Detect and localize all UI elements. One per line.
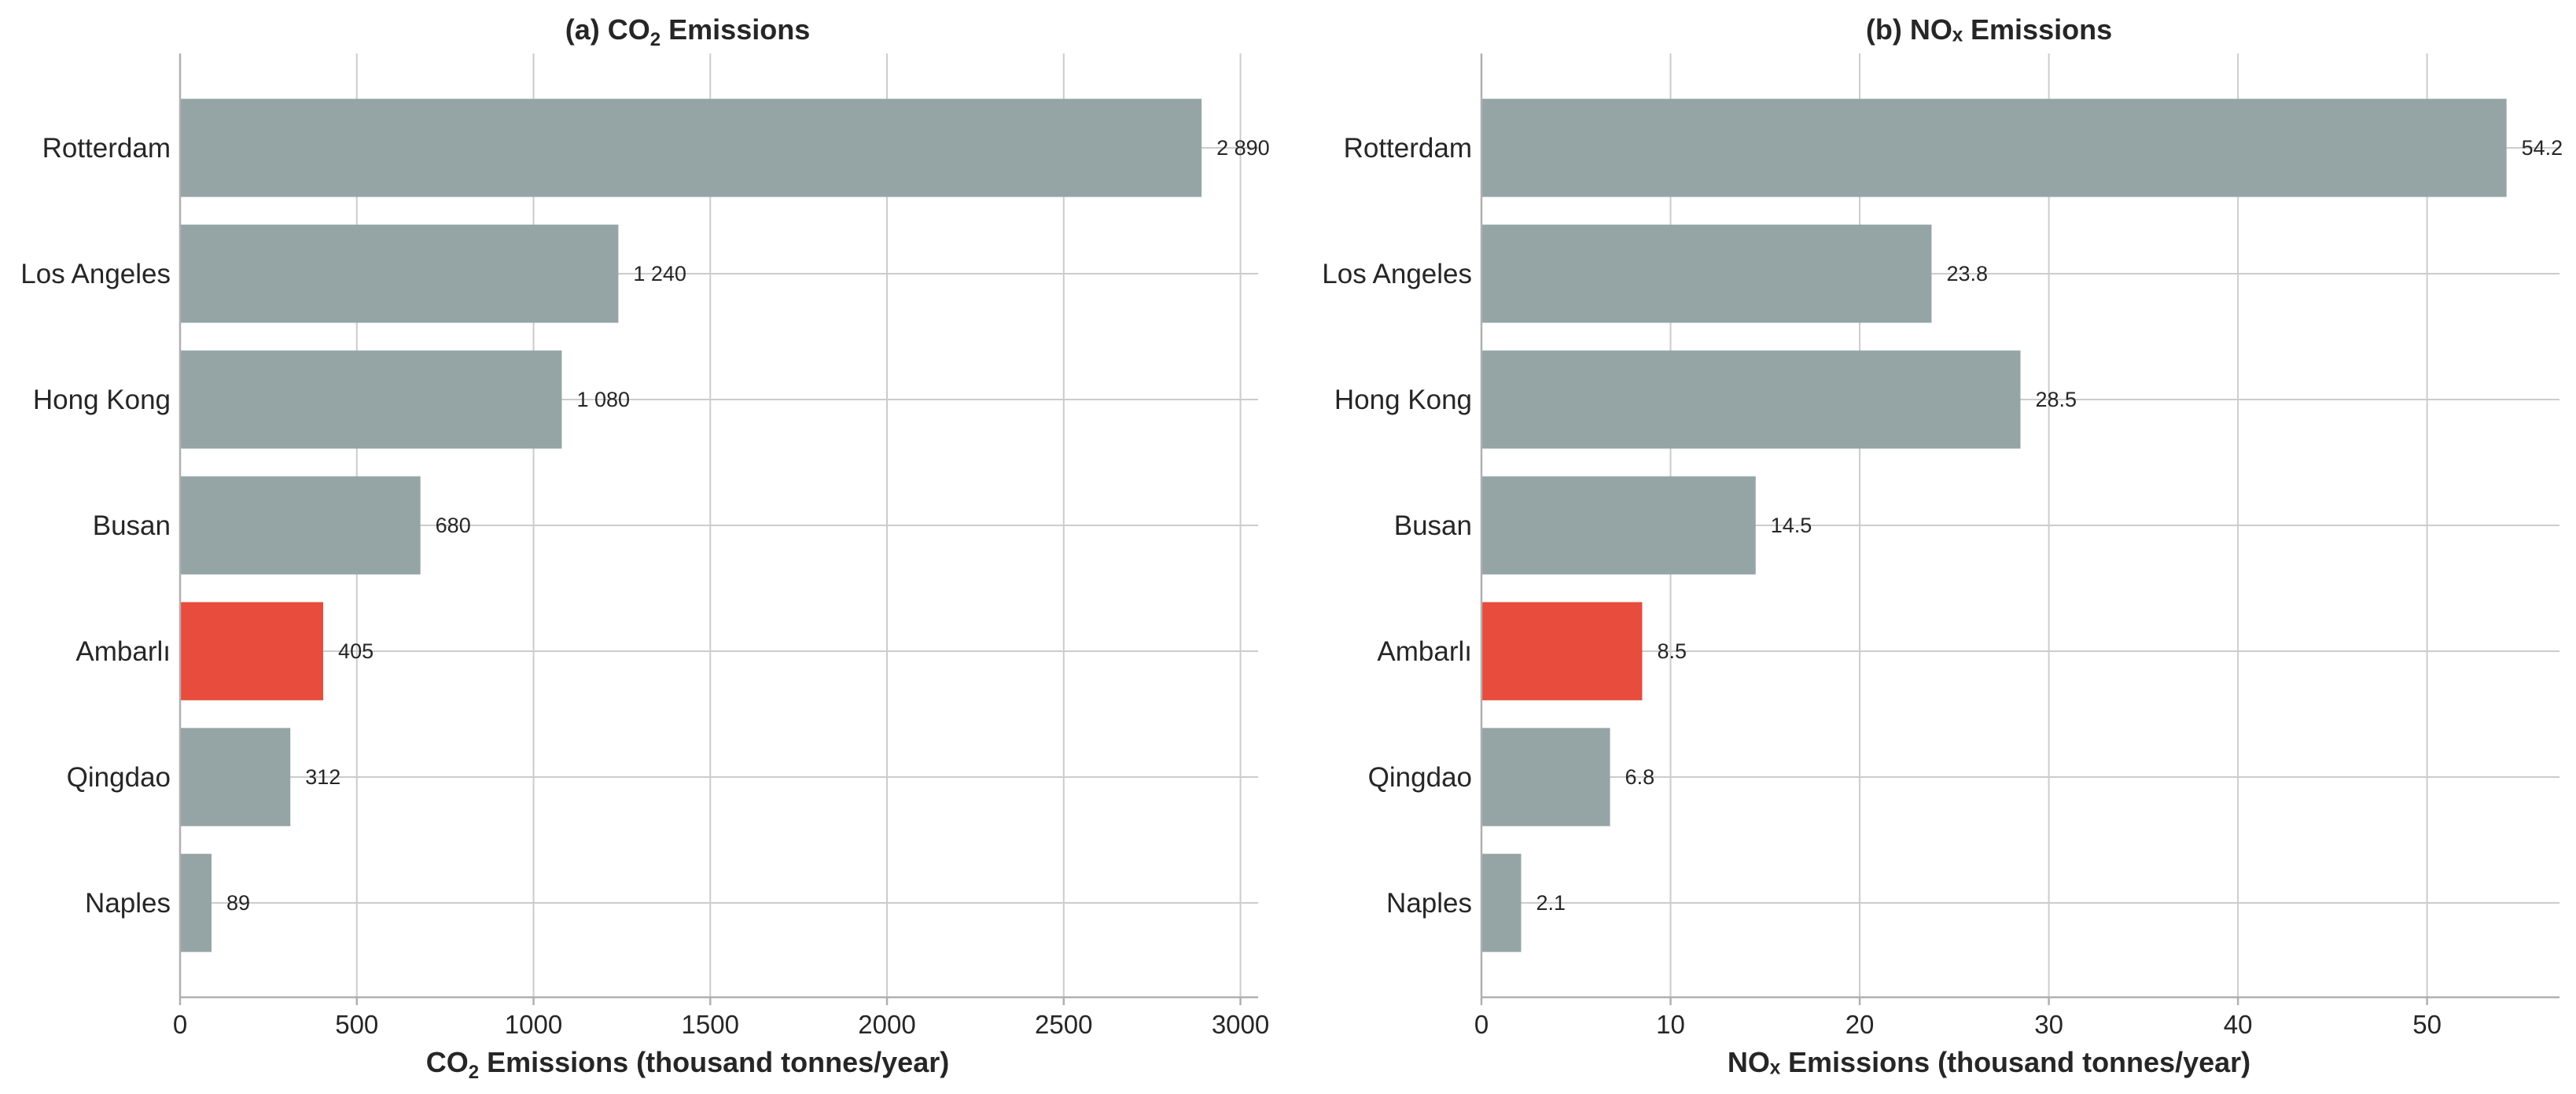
- chart-title-a-subscript: 2: [650, 29, 661, 50]
- x-tick-label-b-5: 50: [2412, 1010, 2442, 1039]
- category-label-a-1: Los Angeles: [20, 259, 171, 289]
- x-tick-label-a-3: 1500: [682, 1010, 739, 1039]
- chart-title-a-suffix: Emissions: [661, 13, 810, 46]
- x-tick-label-a-1: 500: [335, 1010, 378, 1039]
- bar-b-0: [1481, 98, 2507, 197]
- value-label-b-4: 8.5: [1657, 639, 1687, 663]
- x-axis-title-a-subscript: 2: [469, 1062, 479, 1083]
- x-axis-title-b: NOₓ Emissions (thousand tonnes/year): [1728, 1046, 2250, 1078]
- chart-title-b: (b) NOₓ Emissions: [1866, 13, 2112, 46]
- x-axis-title-a: CO2 Emissions (thousand tonnes/year): [426, 1046, 949, 1083]
- x-axis-title-a-prefix: CO: [426, 1046, 469, 1078]
- x-axis-title-a-suffix: Emissions (thousand tonnes/year): [479, 1046, 949, 1078]
- category-label-b-1: Los Angeles: [1322, 259, 1472, 289]
- x-tick-label-b-3: 30: [2034, 1010, 2063, 1039]
- value-label-b-0: 54.2: [2522, 136, 2563, 160]
- category-label-a-6: Naples: [85, 888, 171, 919]
- value-label-b-3: 14.5: [1771, 514, 1812, 537]
- value-label-a-4: 405: [338, 639, 374, 663]
- bar-a-6: [180, 853, 212, 952]
- value-label-b-5: 6.8: [1625, 765, 1655, 789]
- value-label-b-1: 23.8: [1946, 262, 1988, 285]
- bar-b-2: [1481, 350, 2021, 449]
- bar-b-5: [1481, 727, 1610, 827]
- bar-a-0: [180, 98, 1202, 197]
- x-tick-label-b-2: 20: [1846, 1010, 1875, 1039]
- category-label-b-6: Naples: [1386, 888, 1472, 919]
- value-label-b-6: 2.1: [1536, 891, 1566, 915]
- bar-b-6: [1481, 853, 1522, 952]
- x-tick-label-a-5: 2500: [1035, 1010, 1092, 1039]
- value-label-a-6: 89: [226, 891, 250, 915]
- value-label-a-2: 1 080: [576, 388, 630, 411]
- chart-title-b-prefix: (b) NOₓ Emissions: [1866, 13, 2112, 46]
- value-label-a-5: 312: [305, 765, 340, 789]
- value-label-a-0: 2 890: [1216, 136, 1270, 160]
- bar-a-2: [180, 350, 562, 449]
- category-label-a-0: Rotterdam: [42, 133, 171, 164]
- bar-a-4: [180, 602, 324, 701]
- category-label-a-4: Ambarlı: [75, 636, 171, 667]
- bar-b-4: [1481, 602, 1643, 701]
- chart-title-a: (a) CO2 Emissions: [565, 13, 810, 50]
- x-tick-label-b-0: 0: [1474, 1010, 1489, 1039]
- bar-a-5: [180, 727, 291, 827]
- value-label-a-1: 1 240: [633, 262, 686, 285]
- category-label-b-4: Ambarlı: [1377, 636, 1472, 667]
- category-label-a-2: Hong Kong: [33, 385, 171, 415]
- x-tick-label-b-1: 10: [1656, 1010, 1685, 1039]
- bar-b-1: [1481, 224, 1932, 323]
- bar-a-3: [180, 476, 421, 575]
- value-label-a-3: 680: [436, 514, 471, 537]
- category-label-a-3: Busan: [93, 510, 171, 541]
- bar-a-1: [180, 224, 619, 323]
- category-label-b-2: Hong Kong: [1334, 385, 1472, 415]
- chart-panel-b: 54.2 Rotterdam 23.8 Los Angeles 28.5 Hong Kon…: [1322, 13, 2563, 1078]
- chart-title-a-prefix: (a) CO: [565, 13, 650, 46]
- category-label-a-5: Qingdao: [67, 762, 171, 793]
- category-label-b-3: Busan: [1394, 510, 1472, 541]
- bar-b-3: [1481, 476, 1756, 575]
- value-label-b-2: 28.5: [2036, 388, 2077, 411]
- x-tick-label-a-0: 0: [173, 1010, 187, 1039]
- x-tick-label-a-2: 1000: [505, 1010, 562, 1039]
- category-label-b-5: Qingdao: [1368, 762, 1472, 793]
- x-tick-label-a-4: 2000: [858, 1010, 915, 1039]
- x-tick-label-a-6: 3000: [1212, 1010, 1269, 1039]
- x-axis-title-b-prefix: NOₓ Emissions (thousand tonnes/year): [1728, 1046, 2250, 1078]
- category-label-b-0: Rotterdam: [1344, 133, 1472, 164]
- x-tick-label-b-4: 40: [2224, 1010, 2253, 1039]
